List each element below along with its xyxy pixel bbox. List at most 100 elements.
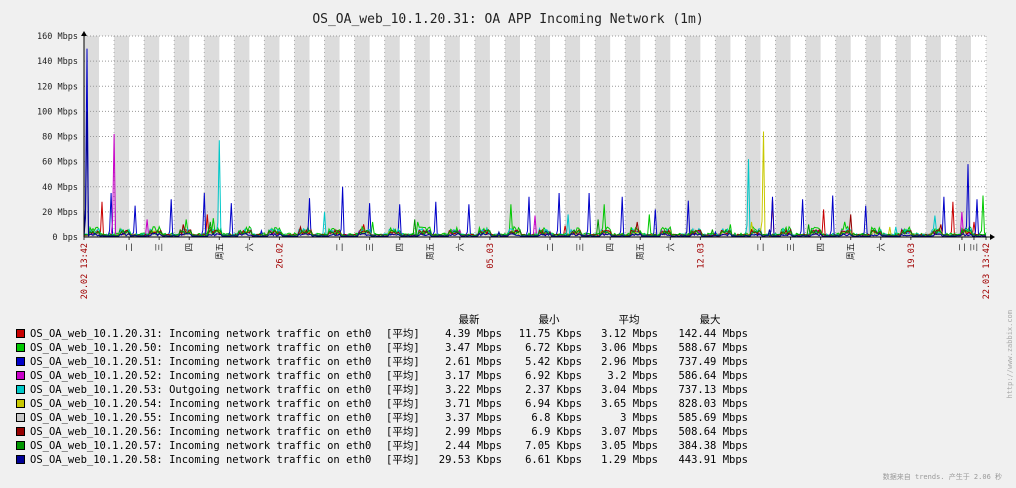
legend-swatch: [16, 385, 25, 394]
legend-avg: 3.05 Mbps: [601, 440, 658, 452]
legend-max: 384.38 Mbps: [678, 440, 748, 452]
legend-max: 828.03 Mbps: [678, 398, 748, 410]
legend-min: 2.37 Kbps: [525, 384, 582, 396]
legend-series-name: OS_OA_web_10.1.20.56: Incoming network t…: [30, 426, 372, 438]
x-tick-label: 周五: [215, 243, 225, 261]
x-tick-label: 19.03: [907, 243, 917, 269]
x-tick-label: 三: [787, 243, 797, 252]
legend-last: 2.61 Mbps: [445, 356, 502, 368]
y-tick-label: 20 Mbps: [42, 208, 78, 218]
chart: OS_OA_web_10.1.20.31: OA APP Incoming Ne…: [37, 12, 995, 300]
legend-max: 588.67 Mbps: [678, 342, 748, 354]
legend-series-name: OS_OA_web_10.1.20.53: Outgoing network t…: [30, 384, 372, 396]
legend-last: 3.17 Mbps: [445, 370, 502, 382]
y-tick-label: 100 Mbps: [37, 107, 78, 117]
legend-min: 6.92 Kbps: [525, 370, 582, 382]
legend-swatch: [16, 357, 25, 366]
legend-function: [平均]: [386, 370, 420, 382]
legend-swatch: [16, 413, 25, 422]
legend-swatch: [16, 399, 25, 408]
legend-min: 6.9 Kbps: [531, 426, 582, 438]
footer-text: 数据来自 trends. 产生于 2.06 秒: [882, 473, 1002, 481]
y-tick-label: 120 Mbps: [37, 82, 78, 92]
legend-min: 6.61 Kbps: [525, 454, 582, 466]
night-band: [324, 36, 340, 237]
legend-avg: 3.2 Mbps: [607, 370, 658, 382]
x-tick-label: 12.03: [696, 243, 706, 269]
legend-max: 585.69 Mbps: [678, 412, 748, 424]
legend-series-name: OS_OA_web_10.1.20.51: Incoming network t…: [30, 356, 372, 368]
x-tick-label: 周五: [426, 243, 436, 261]
legend-series-name: OS_OA_web_10.1.20.52: Incoming network t…: [30, 370, 372, 382]
x-tick-label: 二: [757, 243, 767, 252]
legend-max: 443.91 Mbps: [678, 454, 748, 466]
legend-max: 737.49 Mbps: [678, 356, 748, 368]
legend-swatch: [16, 371, 25, 380]
x-tick-label: 三: [155, 243, 165, 252]
legend-min: 5.42 Kbps: [525, 356, 582, 368]
legend-avg: 3.06 Mbps: [601, 342, 658, 354]
y-tick-label: 60 Mbps: [42, 158, 78, 168]
legend-series-name: OS_OA_web_10.1.20.57: Incoming network t…: [30, 440, 372, 452]
legend-last: 2.99 Mbps: [445, 426, 502, 438]
legend-function: [平均]: [386, 440, 420, 452]
legend-function: [平均]: [386, 398, 420, 410]
x-tick-label: 三: [366, 243, 376, 252]
legend-swatch: [16, 455, 25, 464]
legend-avg: 2.96 Mbps: [601, 356, 658, 368]
x-tick-label: 二: [336, 243, 346, 252]
legend-last: 2.44 Mbps: [445, 440, 502, 452]
y-tick-label: 80 Mbps: [42, 133, 78, 143]
x-tick-label: 六: [665, 243, 676, 252]
legend-header-max: 最大: [699, 314, 721, 326]
y-tick-label: 0 bps: [52, 233, 78, 243]
legend-swatch: [16, 427, 25, 436]
legend-header-avg: 平均: [618, 314, 640, 326]
night-band: [264, 36, 280, 237]
series-lines: [83, 48, 987, 238]
legend-min: 6.8 Kbps: [531, 412, 582, 424]
x-tick-label: 四: [606, 243, 616, 252]
legend-avg: 1.29 Mbps: [601, 454, 658, 466]
x-tick-label: 六: [455, 243, 466, 252]
y-axis-arrow: [81, 31, 87, 36]
legend-last: 3.71 Mbps: [445, 398, 502, 410]
night-band: [234, 36, 250, 237]
x-tick-label: 22.03 13:42: [982, 243, 992, 299]
legend-avg: 3 Mbps: [620, 412, 658, 424]
legend-function: [平均]: [386, 342, 420, 354]
x-tick-label: 05.03: [486, 243, 496, 269]
legend-max: 586.64 Mbps: [678, 370, 748, 382]
legend-min: 7.05 Kbps: [525, 440, 582, 452]
x-tick-label: 六: [244, 243, 255, 252]
legend-series-name: OS_OA_web_10.1.20.31: Incoming network t…: [30, 328, 372, 340]
x-tick-label: 四: [185, 243, 195, 252]
x-tick-label: 二: [958, 243, 968, 252]
legend-last: 4.39 Mbps: [445, 328, 502, 340]
legend-last: 3.22 Mbps: [445, 384, 502, 396]
x-tick-label: 周五: [847, 243, 857, 261]
legend-function: [平均]: [386, 454, 420, 466]
side-link[interactable]: http://www.zabbix.com: [1006, 310, 1014, 399]
legend-header-last: 最新: [458, 314, 480, 326]
legend-swatch: [16, 329, 25, 338]
legend-avg: 3.07 Mbps: [601, 426, 658, 438]
legend-series-name: OS_OA_web_10.1.20.54: Incoming network t…: [30, 398, 372, 410]
x-tick-label: 周五: [636, 243, 646, 261]
legend-last: 29.53 Kbps: [438, 454, 502, 466]
y-axis-tick-labels: 0 bps 20 Mbps 40 Mbps 60 Mbps 80 Mbps 100 Mbp…: [37, 32, 78, 243]
legend-series-name: OS_OA_web_10.1.20.55: Incoming network t…: [30, 412, 372, 424]
x-axis-tick-labels: 20.02 13:42 二三四周五六 26.02 二三四周五六 05.03 二三四周五六 1…: [80, 237, 992, 299]
legend-function: [平均]: [386, 328, 420, 340]
night-band: [354, 36, 370, 237]
legend-min: 6.94 Kbps: [525, 398, 582, 410]
legend-min: 11.75 Kbps: [518, 328, 582, 340]
legend-avg: 3.12 Mbps: [601, 328, 658, 340]
legend-swatch: [16, 343, 25, 352]
legend-series-name: OS_OA_web_10.1.20.58: Incoming network t…: [30, 454, 372, 466]
chart-title: OS_OA_web_10.1.20.31: OA APP Incoming Ne…: [312, 12, 703, 27]
night-band: [384, 36, 400, 237]
legend-last: 3.47 Mbps: [445, 342, 502, 354]
legend-function: [平均]: [386, 426, 420, 438]
legend-max: 508.64 Mbps: [678, 426, 748, 438]
